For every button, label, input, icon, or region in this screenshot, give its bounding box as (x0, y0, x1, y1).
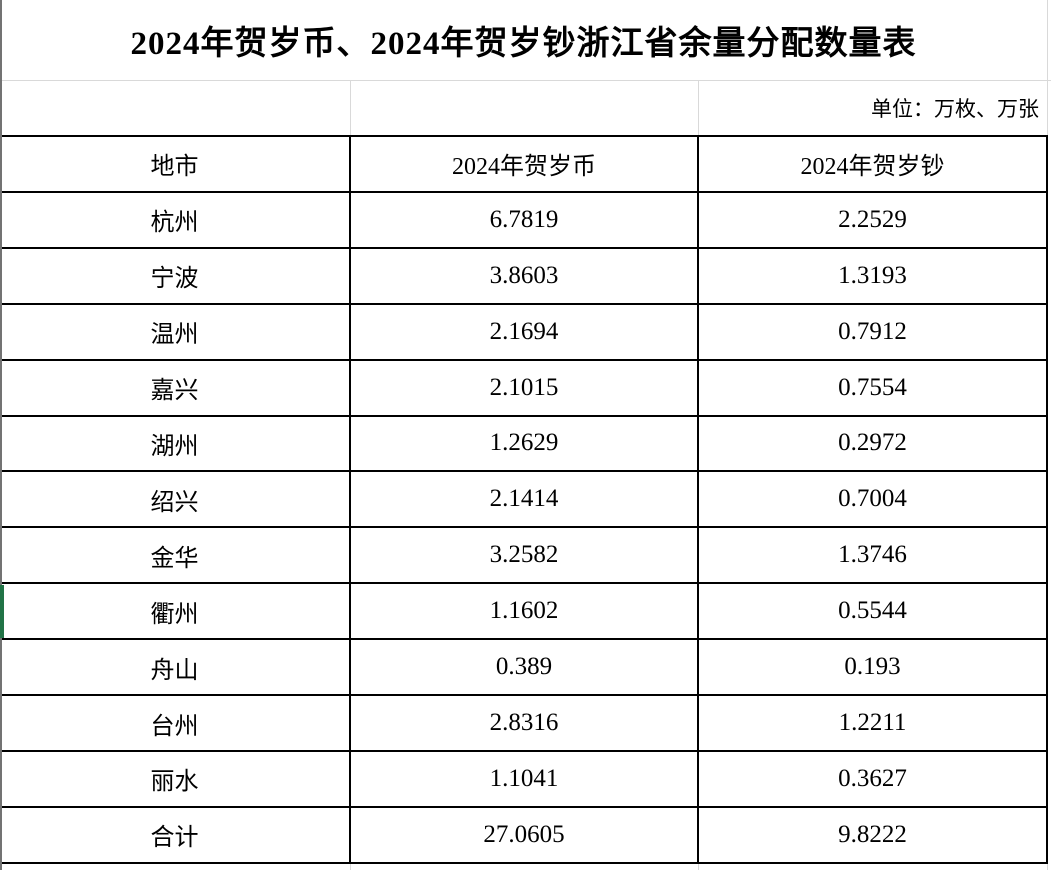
note-amount-cell: 1.3193 (697, 246, 1048, 305)
city-cell: 嘉兴 (0, 358, 351, 417)
coin-amount-cell: 3.2582 (349, 526, 699, 585)
city-cell: 金华 (0, 526, 351, 585)
note-amount-cell: 2.2529 (697, 190, 1048, 249)
coin-amount-cell: 1.1041 (349, 749, 699, 808)
selected-row-marker (0, 585, 4, 638)
page-title: 2024年贺岁币、2024年贺岁钞浙江省余量分配数量表 (130, 26, 917, 62)
note-amount-cell: 0.5544 (697, 582, 1048, 641)
note-amount-cell: 0.193 (697, 638, 1048, 697)
note-amount-cell: 9.8222 (697, 805, 1048, 864)
note-amount-cell: 0.2972 (697, 414, 1048, 473)
unit-note-row: 单位：万枚、万张 (698, 80, 1039, 135)
gridline (698, 80, 699, 135)
table-row: 舟山 0.389 0.193 (0, 638, 1048, 697)
table-row: 湖州 1.2629 0.2972 (0, 414, 1048, 473)
gridline (0, 80, 1051, 81)
header-city: 地市 (0, 135, 351, 193)
table-row: 合计 27.0605 9.8222 (0, 805, 1048, 864)
city-cell: 湖州 (0, 414, 351, 473)
city-cell: 衢州 (0, 582, 351, 641)
note-amount-cell: 0.7554 (697, 358, 1048, 417)
table-row: 杭州 6.7819 2.2529 (0, 190, 1048, 249)
coin-amount-cell: 2.1414 (349, 470, 699, 529)
coin-amount-cell: 2.8316 (349, 694, 699, 752)
city-cell: 合计 (0, 805, 351, 864)
note-amount-cell: 1.2211 (697, 694, 1048, 752)
table-row: 温州 2.1694 0.7912 (0, 302, 1048, 361)
table-header-row: 地市 2024年贺岁币 2024年贺岁钞 (0, 135, 1048, 193)
city-cell: 温州 (0, 302, 351, 361)
table-row: 嘉兴 2.1015 0.7554 (0, 358, 1048, 417)
coin-amount-cell: 1.2629 (349, 414, 699, 473)
city-cell: 绍兴 (0, 470, 351, 529)
table-row: 丽水 1.1041 0.3627 (0, 749, 1048, 808)
table-row: 金华 3.2582 1.3746 (0, 526, 1048, 585)
coin-amount-cell: 27.0605 (349, 805, 699, 864)
table-row: 衢州 1.1602 0.5544 (0, 582, 1048, 641)
table-row: 绍兴 2.1414 0.7004 (0, 470, 1048, 529)
unit-note: 单位：万枚、万张 (871, 96, 1039, 121)
coin-amount-cell: 2.1015 (349, 358, 699, 417)
gridline (350, 864, 351, 870)
allocation-table: 地市 2024年贺岁币 2024年贺岁钞 杭州 6.7819 2.2529 宁波… (0, 135, 1048, 864)
table-row: 台州 2.8316 1.2211 (0, 694, 1048, 752)
note-amount-cell: 0.3627 (697, 749, 1048, 808)
city-cell: 舟山 (0, 638, 351, 697)
gridline (1047, 0, 1048, 135)
note-amount-cell: 0.7004 (697, 470, 1048, 529)
coin-amount-cell: 2.1694 (349, 302, 699, 361)
gridline (698, 864, 699, 870)
city-cell: 丽水 (0, 749, 351, 808)
sheet-left-edge (0, 0, 2, 870)
city-cell: 杭州 (0, 190, 351, 249)
coin-amount-cell: 3.8603 (349, 246, 699, 305)
header-coin-2024: 2024年贺岁币 (349, 135, 699, 193)
note-amount-cell: 1.3746 (697, 526, 1048, 585)
coin-amount-cell: 0.389 (349, 638, 699, 697)
coin-amount-cell: 1.1602 (349, 582, 699, 641)
gridline (350, 80, 351, 135)
header-note-2024: 2024年贺岁钞 (697, 135, 1048, 193)
table-row: 宁波 3.8603 1.3193 (0, 246, 1048, 305)
table-body: 杭州 6.7819 2.2529 宁波 3.8603 1.3193 温州 2.1… (0, 190, 1048, 864)
city-cell: 宁波 (0, 246, 351, 305)
title-row: 2024年贺岁币、2024年贺岁钞浙江省余量分配数量表 (0, 0, 1047, 80)
note-amount-cell: 0.7912 (697, 302, 1048, 361)
city-cell: 台州 (0, 694, 351, 752)
coin-amount-cell: 6.7819 (349, 190, 699, 249)
gridline (1047, 864, 1048, 870)
